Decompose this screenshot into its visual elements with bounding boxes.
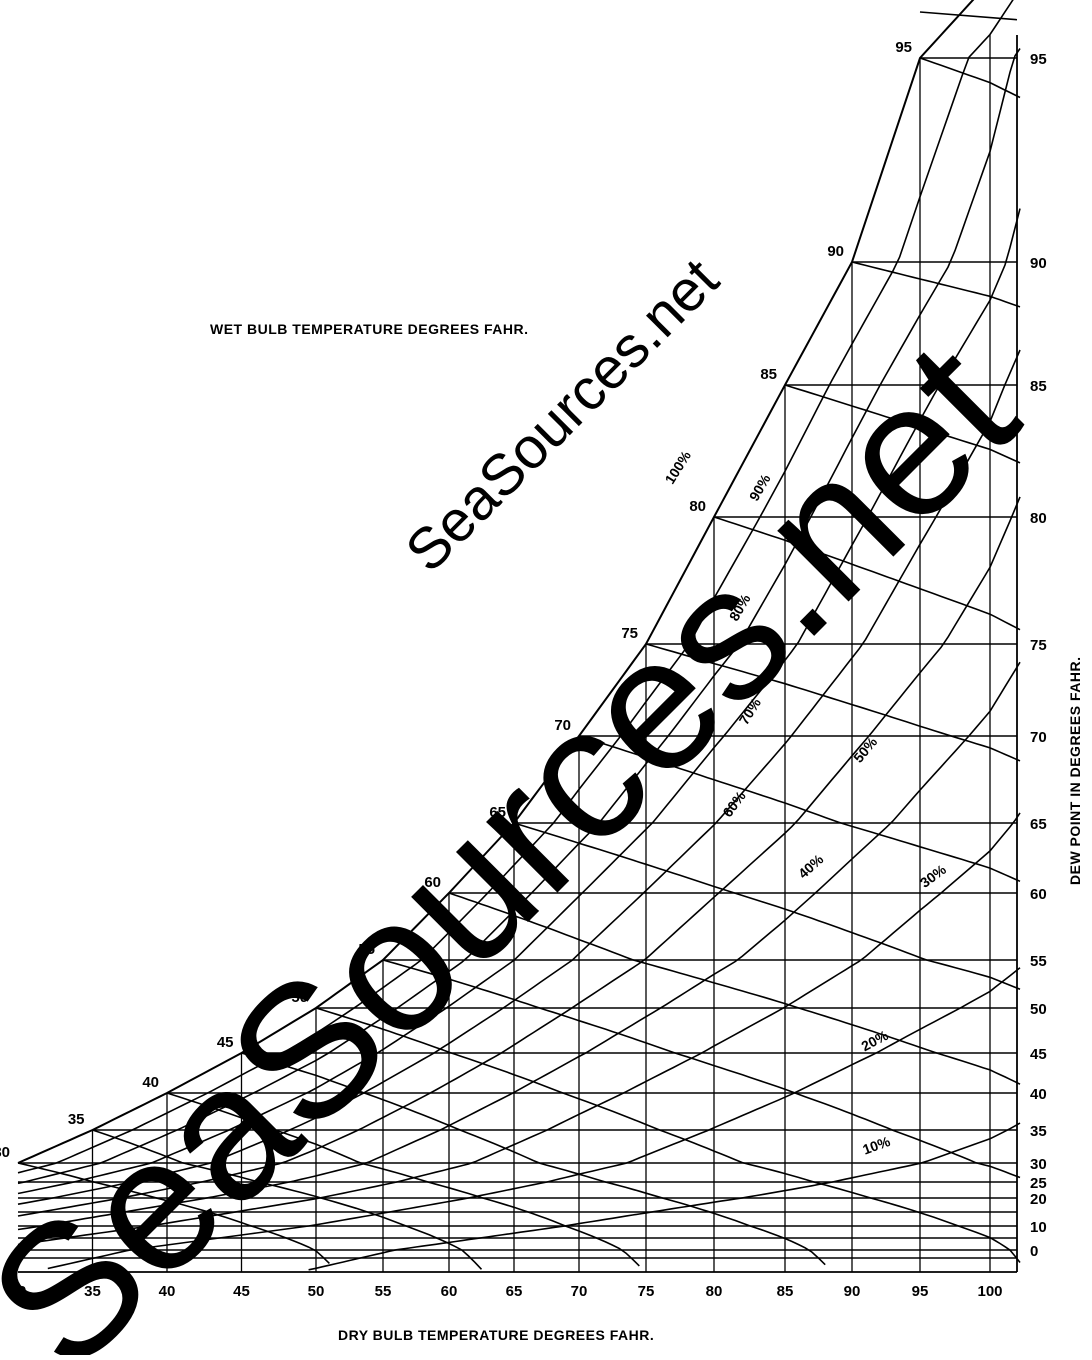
wet-bulb-line-30: [17, 1162, 330, 1264]
rh-curve-30: [17, 812, 1021, 1246]
x-tick-65: 65: [506, 1283, 523, 1300]
y-tick-20: 20: [1030, 1191, 1047, 1208]
x-tick-80: 80: [706, 1283, 723, 1300]
y-tick-40: 40: [1030, 1086, 1047, 1103]
wet-bulb-line-95: [919, 57, 1021, 99]
wet-bulb-line-65: [513, 822, 1021, 991]
x-tick-55: 55: [375, 1283, 392, 1300]
y-tick-95: 95: [1030, 51, 1047, 68]
rh-curve-50: [17, 496, 1021, 1217]
rh-curve-10: [308, 1122, 1021, 1271]
rh-curve-90: [17, 0, 1014, 1174]
x-tick-75: 75: [638, 1283, 655, 1300]
x-tick-35: 35: [84, 1283, 101, 1300]
rh-curve-100: [17, 0, 975, 1164]
top-boundary-line: [919, 11, 1018, 21]
y-tick-10: 10: [1030, 1219, 1047, 1236]
rh-label-100: 100%: [661, 447, 694, 486]
saturation-label-85: 85: [760, 366, 777, 383]
y-tick-75: 75: [1030, 637, 1047, 654]
x-tick-30: 30: [10, 1283, 27, 1300]
y-tick-50: 50: [1030, 1001, 1047, 1018]
x-tick-100: 100: [977, 1283, 1002, 1300]
dry-bulb-axis-title: DRY BULB TEMPERATURE DEGREES FAHR.: [338, 1327, 654, 1343]
saturation-label-95: 95: [895, 39, 912, 56]
rh-label-40: 40%: [795, 851, 827, 882]
rh-label-20: 20%: [859, 1027, 892, 1055]
x-tick-50: 50: [308, 1283, 325, 1300]
rh-curve-60: [17, 349, 1021, 1205]
saturation-label-70: 70: [554, 717, 571, 734]
dew-point-axis-title: DEW POINT IN DEGREES FAHR.: [1067, 657, 1083, 885]
y-tick-70: 70: [1030, 729, 1047, 746]
wet-bulb-line-70: [578, 735, 1021, 883]
rh-curve-70: [17, 208, 1021, 1195]
x-tick-70: 70: [571, 1283, 588, 1300]
rh-curve-80: [17, 48, 1021, 1185]
y-tick-0: 0: [1030, 1243, 1038, 1260]
y-tick-55: 55: [1030, 953, 1047, 970]
wet-bulb-line-90: [851, 261, 1021, 308]
wet-bulb-line-45: [241, 1052, 826, 1266]
saturation-label-60: 60: [424, 874, 441, 891]
rh-label-30: 30%: [917, 861, 949, 891]
saturation-label-35: 35: [68, 1111, 85, 1128]
x-tick-85: 85: [777, 1283, 794, 1300]
y-tick-60: 60: [1030, 886, 1047, 903]
wet-bulb-line-85: [784, 384, 1021, 464]
x-tick-60: 60: [441, 1283, 458, 1300]
wet-bulb-axis-title: WET BULB TEMPERATURE DEGREES FAHR.: [210, 321, 529, 337]
saturation-label-40: 40: [142, 1074, 159, 1091]
y-tick-85: 85: [1030, 378, 1047, 395]
x-tick-90: 90: [844, 1283, 861, 1300]
wet-bulb-line-55: [382, 959, 1021, 1179]
x-tick-40: 40: [159, 1283, 176, 1300]
wet-bulb-line-35: [92, 1129, 483, 1270]
wet-bulb-line-60: [448, 892, 1021, 1085]
wet-bulb-line-50: [315, 1007, 1021, 1263]
y-tick-35: 35: [1030, 1123, 1047, 1140]
y-tick-25: 25: [1030, 1175, 1047, 1192]
wet-bulb-line-80: [713, 516, 1021, 631]
saturation-label-80: 80: [689, 498, 706, 515]
y-tick-65: 65: [1030, 816, 1047, 833]
saturation-label-30: 30: [0, 1144, 10, 1161]
y-tick-30: 30: [1030, 1156, 1047, 1173]
saturation-label-50: 50: [291, 989, 308, 1006]
saturation-label-45: 45: [217, 1034, 234, 1051]
y-tick-80: 80: [1030, 510, 1047, 527]
x-tick-45: 45: [233, 1283, 250, 1300]
grid-lines: [17, 0, 1021, 1273]
wet-bulb-line-75: [645, 643, 1021, 762]
rh-label-10: 10%: [860, 1133, 892, 1158]
wet-bulb-line-40: [166, 1092, 640, 1267]
saturation-label-75: 75: [621, 625, 638, 642]
rh-curve-20: [47, 967, 1021, 1270]
y-tick-90: 90: [1030, 255, 1047, 272]
saturation-label-65: 65: [489, 804, 506, 821]
x-tick-95: 95: [912, 1283, 929, 1300]
saturation-label-55: 55: [358, 941, 375, 958]
rh-label-50: 50%: [850, 733, 881, 765]
y-tick-45: 45: [1030, 1046, 1047, 1063]
saturation-label-90: 90: [827, 243, 844, 260]
